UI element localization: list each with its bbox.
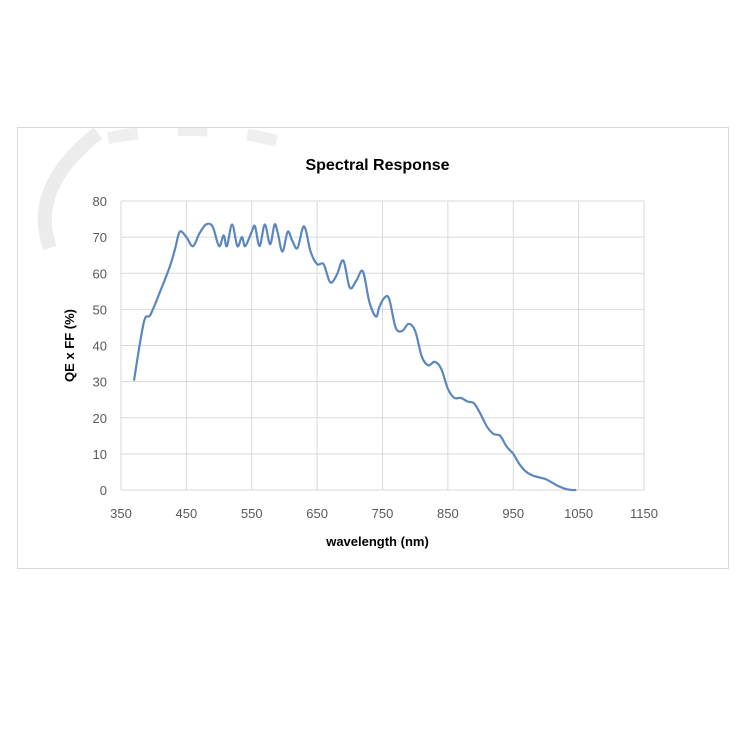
- y-tick-label: 70: [93, 230, 107, 245]
- y-tick-label: 0: [100, 483, 107, 498]
- x-axis-label: wavelength (nm): [325, 534, 429, 549]
- y-tick-label: 80: [93, 194, 107, 209]
- y-tick-label: 50: [93, 302, 107, 317]
- x-tick-label: 550: [241, 506, 263, 521]
- chart-frame: 0 10 20 30 40 50 60 70 80 350 450 550 650 750 850 950 1…: [17, 127, 729, 569]
- series-line: [133, 222, 577, 492]
- x-tick-label: 750: [372, 506, 394, 521]
- watermark-arc: [37, 128, 103, 251]
- gridlines: [120, 200, 645, 491]
- x-tick-label: 1150: [630, 506, 658, 521]
- x-tick-label: 1050: [564, 506, 593, 521]
- x-tick-label: 950: [502, 506, 524, 521]
- watermark-arcs: [37, 128, 301, 251]
- x-tick-labels: 350 450 550 650 750 850 950 1050 1150: [110, 506, 658, 521]
- spectral-response-chart: 0 10 20 30 40 50 60 70 80 350 450 550 650 750 850 950 1…: [37, 128, 658, 549]
- x-tick-label: 450: [176, 506, 198, 521]
- y-tick-label: 30: [93, 375, 107, 390]
- watermark-arc: [106, 128, 301, 154]
- x-tick-label: 650: [306, 506, 328, 521]
- y-tick-label: 40: [93, 339, 107, 354]
- y-tick-label: 60: [93, 266, 107, 281]
- y-tick-label: 10: [93, 447, 107, 462]
- chart-title: Spectral Response: [305, 157, 449, 174]
- y-tick-labels: 0 10 20 30 40 50 60 70 80: [93, 194, 107, 498]
- y-tick-label: 20: [93, 411, 107, 426]
- x-tick-label: 850: [437, 506, 459, 521]
- x-tick-label: 350: [110, 506, 132, 521]
- y-axis-label: QE x FF (%): [62, 309, 77, 382]
